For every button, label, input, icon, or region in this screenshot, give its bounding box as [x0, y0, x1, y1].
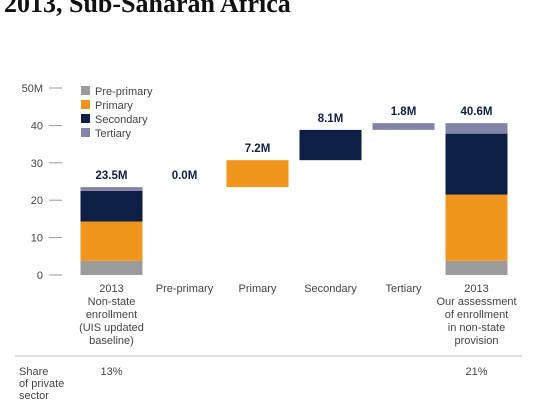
legend-label: Secondary [95, 114, 148, 126]
bar-segment [80, 190, 143, 222]
legend-swatch [81, 86, 90, 95]
bar-value-label: 8.1M [318, 113, 344, 125]
bar-segment [299, 129, 362, 161]
share-value: 21% [465, 366, 487, 378]
legend-swatch [81, 100, 90, 109]
legend-swatch [81, 128, 90, 137]
bar-value-label: 1.8M [391, 106, 417, 118]
bar-segment [445, 123, 508, 134]
bar-value-label: 7.2M [245, 143, 271, 155]
chart-title: 2013, Sub-Saharan Africa [4, 0, 291, 18]
legend-label: Pre-primary [95, 86, 153, 98]
bar-segment [80, 221, 143, 261]
bar-segment [80, 187, 143, 191]
x-tick-label: Primary [238, 283, 277, 295]
x-tick-label: Tertiary [385, 283, 422, 295]
bar-segment [445, 260, 508, 275]
x-tick-label: 2013 Non-state enrollment (UIS updated b… [79, 283, 144, 347]
legend-swatch [81, 114, 90, 123]
bar-segment [372, 123, 435, 130]
y-tick-label: 30 [31, 158, 43, 170]
y-tick-label: 40 [31, 120, 43, 132]
bar-segment [445, 133, 508, 195]
y-tick-label: 50M [22, 83, 43, 95]
x-tick-label: Secondary [304, 283, 357, 295]
bar-value-label: 40.6M [461, 106, 493, 118]
bar-segment [226, 160, 289, 188]
bar-segment [445, 194, 508, 261]
bar-segment [80, 260, 143, 275]
bar-value-label: 0.0M [172, 170, 198, 182]
bar-value-label: 23.5M [96, 170, 128, 182]
y-tick-label: 10 [31, 233, 43, 245]
share-value: 13% [100, 366, 122, 378]
x-tick-label: Pre-primary [155, 283, 214, 295]
legend-label: Primary [95, 100, 133, 112]
legend-label: Tertiary [95, 128, 132, 140]
y-tick-label: 0 [37, 270, 43, 282]
x-tick-label: 2013 Our assessment of enrollment in non… [436, 283, 517, 347]
y-tick-label: 20 [31, 195, 43, 207]
share-label: Share of private sector [19, 366, 65, 402]
